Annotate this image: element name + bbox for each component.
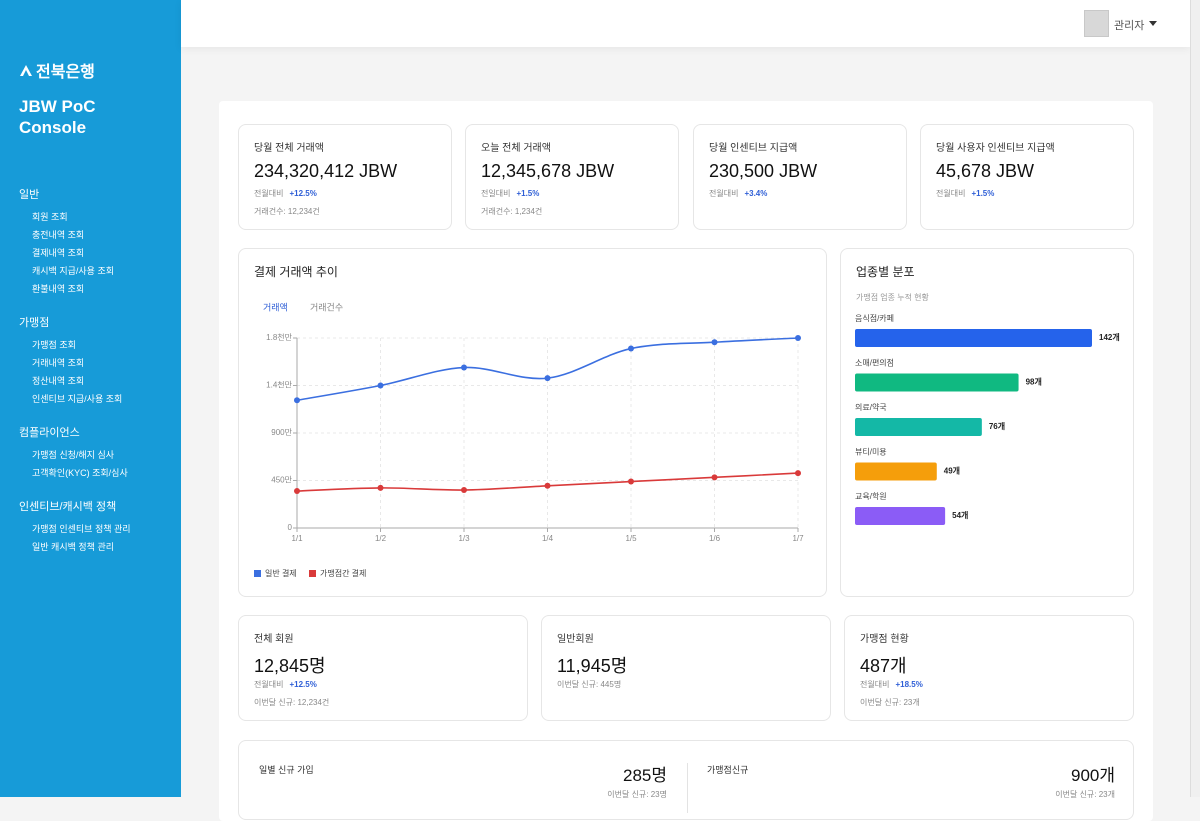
nav-item[interactable]: 충전내역 조회 <box>32 228 181 238</box>
bar-chart-card <box>840 248 1134 597</box>
card-value: 11,945명 <box>557 652 627 678</box>
line-chart-card <box>238 248 827 597</box>
nav-item[interactable]: 고객확인(KYC) 조회/심사 <box>32 466 181 476</box>
card-value: 12,845명 <box>254 652 326 678</box>
top-bar: 관리자 <box>181 0 1190 47</box>
logo-icon <box>19 63 33 77</box>
daily-note: 이번달 신규: 23명 <box>607 789 667 800</box>
nav-heading: 일반 <box>19 186 181 202</box>
nav-heading: 가맹점 <box>19 314 181 330</box>
card-change: 전월대비 +18.5% <box>860 679 923 690</box>
nav-heading: 인센티브/캐시백 정책 <box>19 498 181 514</box>
nav-item[interactable]: 거래내역 조회 <box>32 356 181 366</box>
card-label: 오늘 전체 거래액 <box>481 139 551 154</box>
nav-item[interactable]: 결제내역 조회 <box>32 246 181 256</box>
nav-item[interactable]: 캐시백 지급/사용 조회 <box>32 264 181 274</box>
stat-card: 가맹점 현황 487개전월대비 +18.5% 이번달 신규: 23개 <box>844 615 1134 721</box>
logo: 전북은행 <box>19 58 181 82</box>
change-value: +1.5% <box>971 189 994 198</box>
card-value: 12,345,678 JBW <box>481 161 614 182</box>
card-note: 거래건수: 1,234건 <box>481 206 542 217</box>
change-label: 전월대비 <box>254 680 283 689</box>
nav-section: 인센티브/캐시백 정책가맹점 인센티브 정책 관리일반 캐시백 정책 관리 <box>19 498 181 550</box>
nav: 일반회원 조회충전내역 조회결제내역 조회캐시백 지급/사용 조회환불내역 조회… <box>19 186 181 550</box>
daily-value: 285명 <box>623 761 667 786</box>
change-label: 전월대비 <box>254 189 283 198</box>
daily-note: 이번달 신규: 23개 <box>1055 789 1115 800</box>
change-value: +18.5% <box>895 680 922 689</box>
card-change: 전월대비 +1.5% <box>936 188 994 199</box>
nav-item[interactable]: 가맹점 인센티브 정책 관리 <box>32 522 181 532</box>
change-value: +3.4% <box>744 189 767 198</box>
stat-card: 당월 사용자 인센티브 지급액 45,678 JBW 전월대비 +1.5% <box>920 124 1134 230</box>
card-change: 전월대비 +12.5% <box>254 188 317 199</box>
stat-card: 당월 전체 거래액 234,320,412 JBW 전월대비 +12.5% 거래건수: … <box>238 124 452 230</box>
sidebar: 전북은행 JBW PoC Console 일반회원 조회충전내역 조회결제내역 … <box>0 0 181 797</box>
daily-value: 900개 <box>1071 761 1115 786</box>
card-change: 전월대비 +12.5% <box>254 679 317 690</box>
card-note: 이번달 신규: 445명 <box>557 679 621 690</box>
scrollbar[interactable] <box>1190 0 1200 797</box>
change-label: 전일대비 <box>481 189 510 198</box>
stat-card: 일반회원 11,945명이번달 신규: 445명 <box>541 615 831 721</box>
card-label: 당월 인센티브 지급액 <box>709 139 797 154</box>
card-value: 487개 <box>860 652 907 678</box>
card-change: 전일대비 +1.5% <box>481 188 539 199</box>
change-label: 전월대비 <box>936 189 965 198</box>
nav-section: 가맹점가맹점 조회거래내역 조회정산내역 조회인센티브 지급/사용 조회 <box>19 314 181 402</box>
card-label: 가맹점 현황 <box>860 630 909 645</box>
stat-card: 오늘 전체 거래액 12,345,678 JBW 전일대비 +1.5% 거래건수: 1,… <box>465 124 679 230</box>
console-title: JBW PoC Console <box>19 96 119 138</box>
avatar[interactable] <box>1084 10 1109 37</box>
daily-label: 가맹점신규 <box>707 763 748 776</box>
nav-item[interactable]: 인센티브 지급/사용 조회 <box>32 392 181 402</box>
nav-section: 일반회원 조회충전내역 조회결제내역 조회캐시백 지급/사용 조회환불내역 조회 <box>19 186 181 292</box>
card-value: 45,678 JBW <box>936 161 1034 182</box>
card-note: 이번달 신규: 12,234건 <box>254 697 329 708</box>
nav-item[interactable]: 회원 조회 <box>32 210 181 220</box>
card-value: 230,500 JBW <box>709 161 817 182</box>
nav-item[interactable]: 정산내역 조회 <box>32 374 181 384</box>
card-note: 거래건수: 12,234건 <box>254 206 320 217</box>
divider <box>687 763 688 813</box>
user-name[interactable]: 관리자 <box>1114 17 1144 33</box>
nav-item[interactable]: 환불내역 조회 <box>32 282 181 292</box>
nav-item[interactable]: 일반 캐시백 정책 관리 <box>32 540 181 550</box>
daily-card: 일별 신규 가입 285명이번달 신규: 23명 가맹점신규 900개이번달 신규: … <box>238 740 1134 820</box>
daily-label: 일별 신규 가입 <box>259 763 314 776</box>
card-label: 전체 회원 <box>254 630 294 645</box>
card-label: 일반회원 <box>557 630 594 645</box>
logo-text: 전북은행 <box>36 58 95 82</box>
change-label: 전월대비 <box>709 189 738 198</box>
change-value: +12.5% <box>289 189 316 198</box>
card-value: 234,320,412 JBW <box>254 161 397 182</box>
card-change: 전월대비 +3.4% <box>709 188 767 199</box>
change-label: 전월대비 <box>860 680 889 689</box>
stat-card: 전체 회원 12,845명전월대비 +12.5% 이번달 신규: 12,234건 <box>238 615 528 721</box>
change-value: +12.5% <box>289 680 316 689</box>
nav-item[interactable]: 가맹점 신청/해지 심사 <box>32 448 181 458</box>
card-label: 당월 전체 거래액 <box>254 139 324 154</box>
nav-section: 컴플라이언스가맹점 신청/해지 심사고객확인(KYC) 조회/심사 <box>19 424 181 476</box>
user-menu-caret[interactable] <box>1149 21 1157 26</box>
nav-item[interactable]: 가맹점 조회 <box>32 338 181 348</box>
page: 전북은행 JBW PoC Console 일반회원 조회충전내역 조회결제내역 … <box>0 0 1200 797</box>
nav-heading: 컴플라이언스 <box>19 424 181 440</box>
card-note: 이번달 신규: 23개 <box>860 697 920 708</box>
stat-card: 당월 인센티브 지급액 230,500 JBW 전월대비 +3.4% <box>693 124 907 230</box>
card-label: 당월 사용자 인센티브 지급액 <box>936 139 1055 154</box>
change-value: +1.5% <box>516 189 539 198</box>
